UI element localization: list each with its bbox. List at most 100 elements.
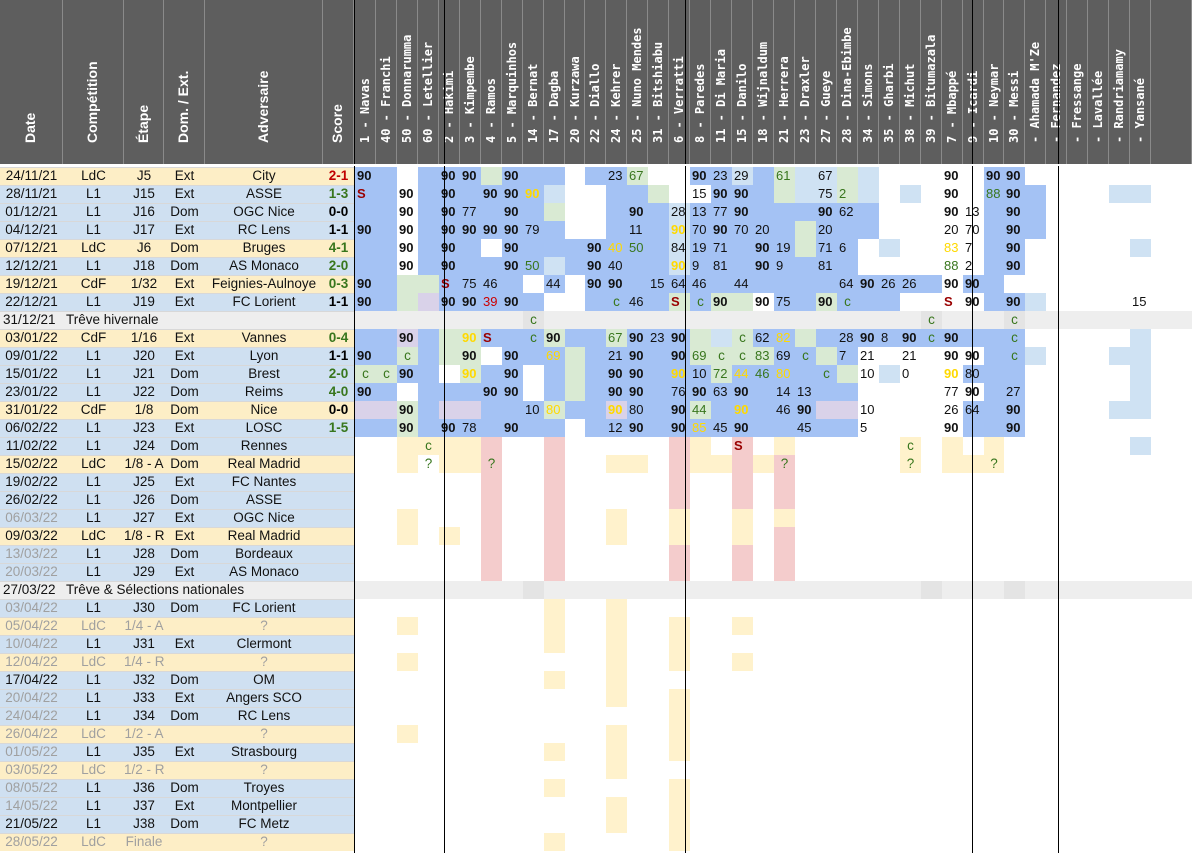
player-cell[interactable] [1130,365,1151,383]
player-cell[interactable]: 19 [774,239,795,257]
player-cell[interactable]: 90 [1004,239,1025,257]
player-cell[interactable] [1109,185,1130,203]
row-adv[interactable]: ? [205,653,323,671]
row-adv[interactable]: OGC Nice [205,509,323,527]
player-cell[interactable] [942,437,963,455]
player-cell[interactable] [418,221,439,239]
player-cell[interactable]: 77 [942,383,963,401]
player-cell[interactable] [837,167,858,185]
player-cell[interactable]: 90 [439,221,460,239]
player-cell[interactable]: 90 [627,365,648,383]
player-cell[interactable]: 13 [690,203,711,221]
player-cell[interactable] [544,635,565,653]
row-adv[interactable]: ? [205,725,323,743]
player-cell[interactable]: 27 [1004,383,1025,401]
player-cell[interactable] [837,581,858,599]
player-cell[interactable] [816,581,837,599]
player-cell[interactable]: 29 [732,167,753,185]
player-cell[interactable] [606,599,627,617]
player-header[interactable]: 8 - Paredes [690,0,711,164]
player-cell[interactable] [606,815,627,833]
player-cell[interactable] [774,545,795,563]
row-adv[interactable]: OGC Nice [205,203,323,221]
player-cell[interactable] [1004,365,1025,383]
player-cell[interactable]: 12 [606,419,627,437]
player-cell[interactable]: 90 [669,347,690,365]
player-cell[interactable] [774,473,795,491]
player-cell[interactable]: S [732,437,753,455]
player-cell[interactable]: 90 [942,365,963,383]
player-cell[interactable]: 90 [669,365,690,383]
player-cell[interactable] [585,329,606,347]
player-cell[interactable] [460,257,481,275]
player-cell[interactable]: 90 [502,239,523,257]
player-cell[interactable] [774,437,795,455]
player-cell[interactable] [837,365,858,383]
player-cell[interactable]: 90 [502,293,523,311]
player-cell[interactable] [585,581,606,599]
player-cell[interactable] [606,653,627,671]
row-adv[interactable]: FC Metz [205,815,323,833]
player-cell[interactable] [690,437,711,455]
player-cell[interactable] [481,473,502,491]
player-cell[interactable]: 90 [481,185,502,203]
player-cell[interactable] [900,185,921,203]
player-cell[interactable]: 7 [837,347,858,365]
player-cell[interactable]: 28 [669,203,690,221]
player-cell[interactable] [418,203,439,221]
player-cell[interactable] [669,815,690,833]
player-cell[interactable]: 90 [439,185,460,203]
player-cell[interactable] [648,401,669,419]
player-cell[interactable]: 64 [963,401,984,419]
player-cell[interactable] [627,257,648,275]
row-adv[interactable]: ? [205,833,323,851]
player-cell[interactable]: 21 [606,347,627,365]
player-cell[interactable] [376,185,397,203]
player-cell[interactable]: 90 [1004,419,1025,437]
player-cell[interactable]: 26 [942,401,963,419]
player-cell[interactable] [648,365,669,383]
player-cell[interactable] [481,419,502,437]
player-cell[interactable]: S [355,185,376,203]
player-cell[interactable] [669,545,690,563]
row-adv[interactable]: ASSE [205,185,323,203]
player-cell[interactable] [418,167,439,185]
player-cell[interactable] [565,311,585,329]
player-cell[interactable]: 90 [1004,221,1025,239]
player-cell[interactable]: 90 [963,293,984,311]
player-cell[interactable] [669,617,690,635]
player-cell[interactable] [1025,185,1046,203]
player-header[interactable]: 39 - Bitumazala [921,0,942,164]
player-cell[interactable]: 90 [397,221,418,239]
player-cell[interactable] [544,617,565,635]
player-cell[interactable] [585,347,606,365]
player-cell[interactable]: 90 [481,221,502,239]
player-cell[interactable] [460,401,481,419]
player-cell[interactable]: 90 [669,329,690,347]
player-cell[interactable] [606,743,627,761]
player-cell[interactable] [816,401,837,419]
player-cell[interactable]: 90 [732,185,753,203]
player-cell[interactable] [502,275,523,293]
player-cell[interactable]: 2 [837,185,858,203]
player-cell[interactable] [669,707,690,725]
player-cell[interactable] [606,311,627,329]
player-cell[interactable] [732,311,753,329]
player-cell[interactable]: ? [481,455,502,473]
player-cell[interactable]: c [1004,347,1025,365]
player-cell[interactable] [795,239,816,257]
player-cell[interactable] [355,311,376,329]
player-cell[interactable]: 26 [879,275,900,293]
player-cell[interactable] [523,419,544,437]
player-cell[interactable]: 8 [879,329,900,347]
player-cell[interactable] [711,311,732,329]
player-cell[interactable]: 44 [690,401,711,419]
player-cell[interactable] [879,365,900,383]
player-cell[interactable] [1025,311,1046,329]
column-header-domext[interactable]: Dom. / Ext. [164,0,205,164]
player-cell[interactable]: 90 [606,401,627,419]
player-header[interactable]: 23 - Draxler [795,0,816,164]
player-cell[interactable] [732,293,753,311]
player-cell[interactable] [565,401,585,419]
player-cell[interactable] [1025,221,1046,239]
